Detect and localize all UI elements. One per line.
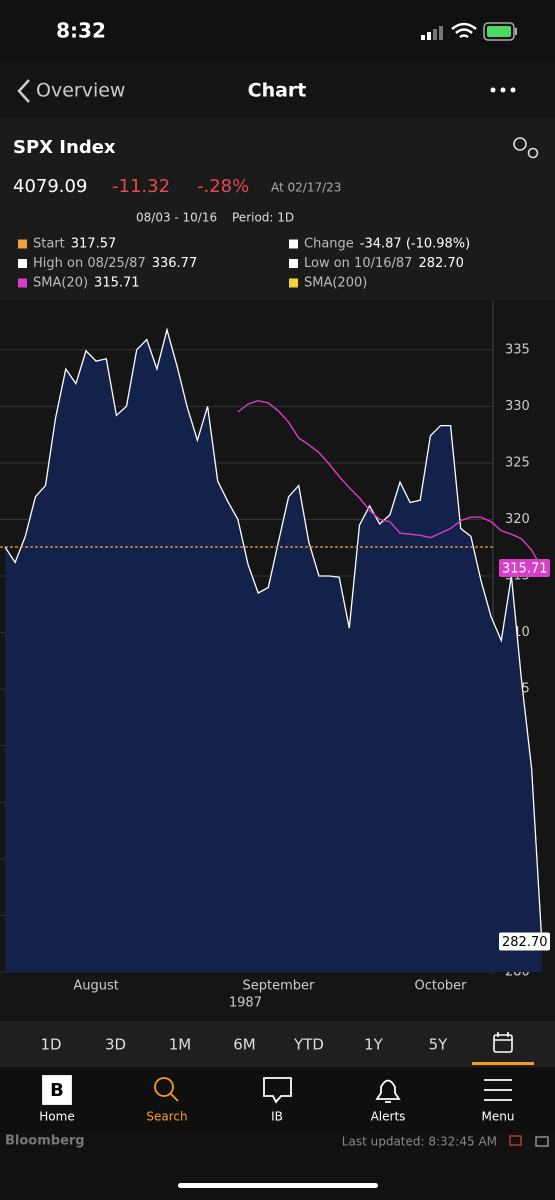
period-button[interactable]: 1M	[169, 1036, 192, 1054]
tab-label[interactable]: Menu	[482, 1110, 515, 1124]
sma-line	[237, 399, 543, 569]
tab-label[interactable]: Search	[146, 1110, 187, 1124]
legend-value: 315.71	[94, 276, 140, 291]
end-tag-label: 315.71	[502, 562, 548, 577]
tab-label[interactable]: Home	[39, 1110, 74, 1124]
x-tick-label: August	[73, 979, 119, 994]
date-range: 08/03 - 10/16	[136, 211, 217, 225]
home-indicator	[178, 1183, 378, 1188]
period-button[interactable]: 1Y	[364, 1036, 384, 1054]
legend-value: 336.77	[152, 256, 198, 271]
legend-label: High on 08/25/87	[33, 256, 146, 271]
x-tick-label: October	[414, 979, 467, 994]
settings-button[interactable]	[513, 137, 539, 159]
legend-value: 282.70	[418, 256, 464, 271]
footer-brand: Bloomberg	[5, 1134, 85, 1149]
tab-label[interactable]: Alerts	[371, 1110, 406, 1124]
period-button[interactable]: YTD	[293, 1036, 324, 1054]
calendar-button[interactable]	[493, 1032, 513, 1053]
end-tag-box	[499, 932, 550, 951]
nav-title: Chart	[248, 80, 307, 102]
period-strip	[0, 1021, 555, 1067]
tab-label[interactable]: IB	[271, 1110, 283, 1124]
x-annotation: 1987	[229, 996, 262, 1011]
tab-icons: B	[42, 1075, 512, 1105]
legend-swatch	[289, 239, 298, 249]
period-button[interactable]: 6M	[233, 1036, 256, 1054]
price-change-pct: -.28%	[197, 176, 249, 197]
chart: 280285290295300305310315320325330335315.…	[0, 300, 550, 1011]
legend-label: Low on 10/16/87	[304, 256, 412, 271]
legend-swatch	[289, 278, 298, 288]
legend-label: Change	[304, 237, 354, 252]
legend-label: Start	[33, 237, 65, 252]
legend-label: SMA(20)	[33, 276, 88, 291]
end-tag-box	[499, 559, 550, 578]
x-tick-label: September	[243, 979, 316, 994]
quote-panel	[0, 118, 555, 300]
y-tick-label: 320	[505, 512, 530, 527]
price-line	[4, 327, 543, 942]
legend-value: -34.87 (-10.98%)	[360, 237, 470, 252]
legend-swatch	[289, 259, 298, 268]
period-button[interactable]: 3D	[105, 1036, 126, 1054]
period-selected	[472, 1062, 534, 1065]
end-tag-label: 282.70	[502, 935, 548, 950]
legend-label: SMA(200)	[304, 276, 367, 291]
as-of: At 02/17/23	[271, 181, 341, 195]
back-button[interactable]: Overview	[36, 80, 125, 102]
period-button[interactable]: 5Y	[429, 1036, 449, 1054]
period-button[interactable]: 1D	[40, 1036, 61, 1054]
more-button[interactable]	[490, 87, 516, 93]
y-tick-label: 330	[505, 399, 530, 414]
back-chevron[interactable]	[17, 79, 30, 103]
svg-text:B: B	[50, 1080, 64, 1101]
security-name: SPX Index	[13, 137, 116, 158]
legend-swatch	[18, 239, 27, 249]
price-change: -11.32	[112, 176, 170, 197]
legend-swatch	[18, 259, 27, 268]
period: Period: 1D	[232, 211, 294, 225]
legend-value: 317.57	[71, 237, 117, 252]
status-time: 8:32	[56, 19, 106, 43]
y-tick-label: 325	[505, 455, 530, 470]
price: 4079.09	[13, 176, 87, 197]
y-tick-label: 335	[505, 342, 530, 357]
legend-swatch	[18, 278, 27, 288]
price-area	[5, 329, 542, 972]
nav-bar	[0, 60, 555, 118]
status-icons	[421, 22, 517, 41]
footer-updated: Last updated: 8:32:45 AM	[342, 1135, 497, 1149]
footer-icons	[509, 1135, 549, 1147]
